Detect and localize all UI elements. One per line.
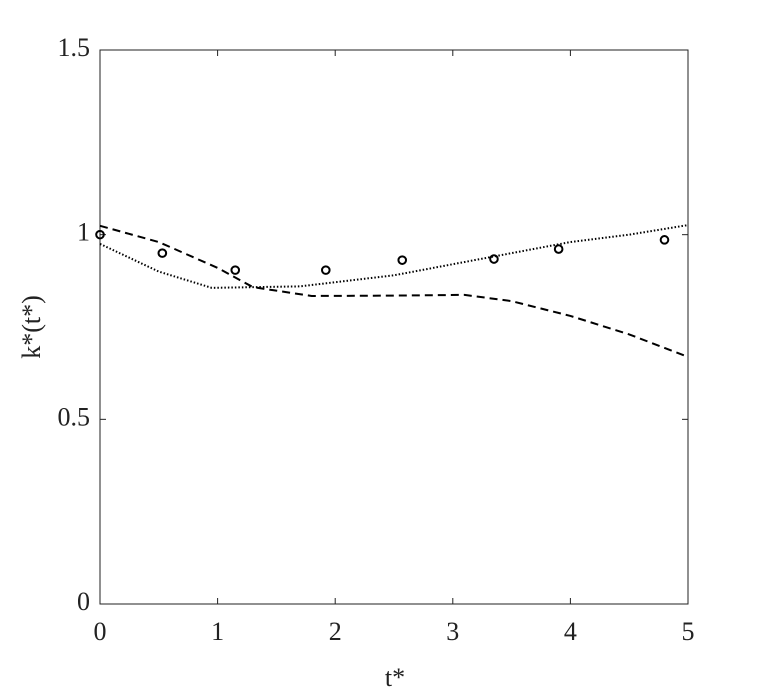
data-point xyxy=(397,255,408,265)
y-tick-label: 0.5 xyxy=(58,402,91,431)
x-tick-label: 5 xyxy=(682,617,695,646)
data-point xyxy=(230,265,241,275)
data-point xyxy=(553,244,564,254)
x-tick-label: 0 xyxy=(94,617,107,646)
y-axis-label: k*(t*) xyxy=(17,295,46,359)
data-point xyxy=(489,254,499,264)
y-tick-label: 1.5 xyxy=(58,33,91,62)
data-point xyxy=(659,235,670,245)
x-tick-label: 4 xyxy=(564,617,577,646)
x-tick-label: 2 xyxy=(329,617,342,646)
data-line xyxy=(99,224,689,289)
data-line xyxy=(99,224,689,358)
x-tick-label: 3 xyxy=(446,617,459,646)
data-point xyxy=(157,248,168,258)
axes-box xyxy=(99,49,689,605)
y-tick-label: 1 xyxy=(77,218,90,247)
x-axis-label: t* xyxy=(385,663,405,692)
data-point xyxy=(95,229,105,240)
x-tick-label: 1 xyxy=(211,617,224,646)
y-tick-label: 0 xyxy=(77,587,90,616)
data-point xyxy=(320,265,331,275)
